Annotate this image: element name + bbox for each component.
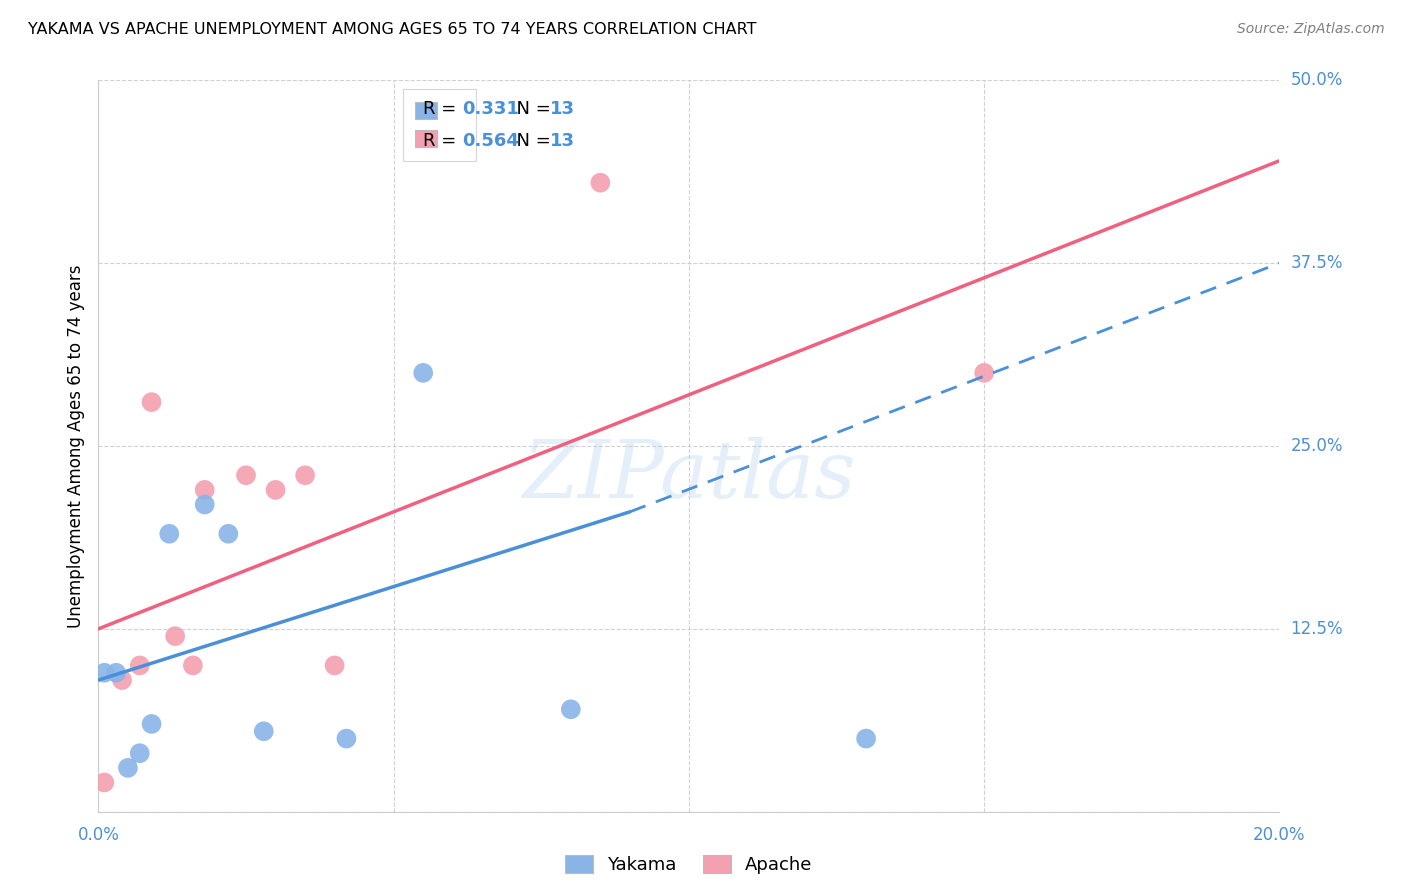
Text: YAKAMA VS APACHE UNEMPLOYMENT AMONG AGES 65 TO 74 YEARS CORRELATION CHART: YAKAMA VS APACHE UNEMPLOYMENT AMONG AGES…	[28, 22, 756, 37]
Text: 0.331: 0.331	[463, 101, 519, 119]
Point	[128, 746, 150, 760]
Text: N =: N =	[505, 132, 557, 150]
Point	[253, 724, 276, 739]
Text: 12.5%: 12.5%	[1291, 620, 1343, 638]
Text: R =: R =	[423, 101, 463, 119]
Point	[973, 366, 995, 380]
Point	[117, 761, 139, 775]
Point	[93, 665, 115, 680]
Point	[412, 366, 434, 380]
Point	[589, 176, 612, 190]
Text: Source: ZipAtlas.com: Source: ZipAtlas.com	[1237, 22, 1385, 37]
Text: ZIPatlas: ZIPatlas	[522, 436, 856, 514]
Point	[194, 498, 217, 512]
Point	[560, 702, 582, 716]
Text: 13: 13	[550, 101, 575, 119]
Point	[128, 658, 150, 673]
Point	[235, 468, 257, 483]
Text: 0.564: 0.564	[463, 132, 519, 150]
Point	[335, 731, 357, 746]
Text: 20.0%: 20.0%	[1253, 826, 1306, 844]
Point	[294, 468, 316, 483]
Point	[93, 775, 115, 789]
Point	[105, 665, 128, 680]
Point	[194, 483, 217, 497]
Point	[855, 731, 877, 746]
Point	[181, 658, 204, 673]
Point	[141, 395, 163, 409]
Point	[141, 717, 163, 731]
Text: 13: 13	[550, 132, 575, 150]
Point	[111, 673, 134, 687]
Point	[217, 526, 239, 541]
Y-axis label: Unemployment Among Ages 65 to 74 years: Unemployment Among Ages 65 to 74 years	[66, 264, 84, 628]
Text: 25.0%: 25.0%	[1291, 437, 1343, 455]
Legend: Yakama, Apache: Yakama, Apache	[557, 847, 821, 883]
Text: R =: R =	[423, 132, 463, 150]
Text: 50.0%: 50.0%	[1291, 71, 1343, 89]
Point	[157, 526, 180, 541]
Text: N =: N =	[505, 101, 557, 119]
Point	[323, 658, 346, 673]
Point	[264, 483, 287, 497]
Text: 0.0%: 0.0%	[77, 826, 120, 844]
Point	[165, 629, 187, 643]
Text: 37.5%: 37.5%	[1291, 254, 1343, 272]
